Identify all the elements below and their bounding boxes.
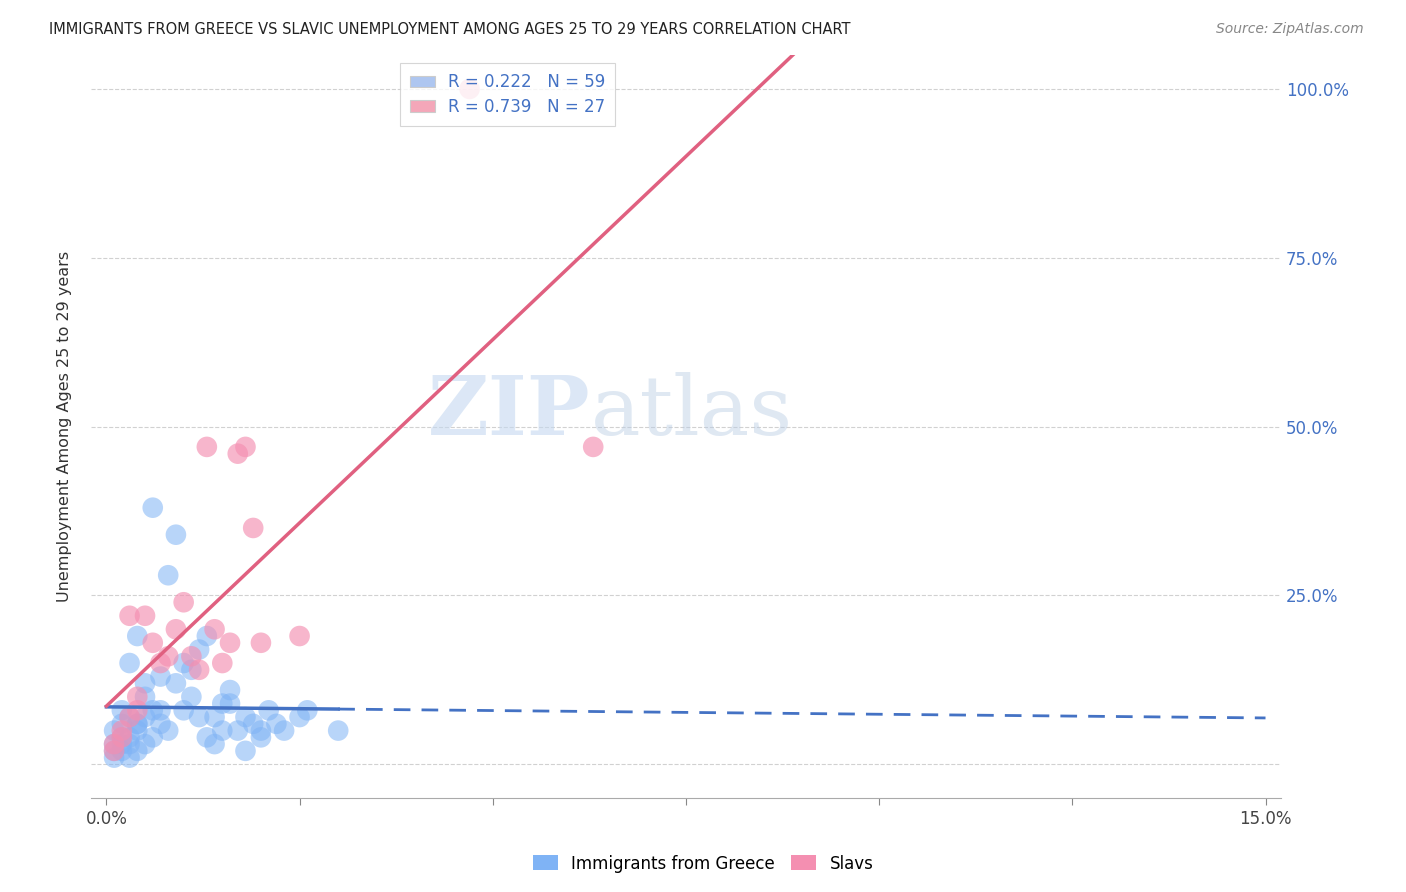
- Point: [103, 723, 125, 738]
- Text: IMMIGRANTS FROM GREECE VS SLAVIC UNEMPLOYMENT AMONG AGES 25 TO 29 YEARS CORRELAT: IMMIGRANTS FROM GREECE VS SLAVIC UNEMPLO…: [49, 22, 851, 37]
- Point: [142, 636, 165, 650]
- Point: [173, 703, 195, 717]
- Point: [111, 731, 134, 745]
- Point: [288, 629, 311, 643]
- Point: [273, 723, 295, 738]
- Point: [118, 737, 141, 751]
- Point: [188, 710, 211, 724]
- Point: [195, 440, 218, 454]
- Point: [157, 723, 180, 738]
- Point: [103, 737, 125, 751]
- Point: [242, 716, 264, 731]
- Point: [173, 656, 195, 670]
- Point: [157, 568, 180, 582]
- Text: ZIP: ZIP: [427, 372, 591, 451]
- Legend: R = 0.222   N = 59, R = 0.739   N = 27: R = 0.222 N = 59, R = 0.739 N = 27: [399, 63, 616, 126]
- Point: [195, 629, 218, 643]
- Point: [149, 656, 172, 670]
- Y-axis label: Unemployment Among Ages 25 to 29 years: Unemployment Among Ages 25 to 29 years: [58, 251, 72, 602]
- Text: Source: ZipAtlas.com: Source: ZipAtlas.com: [1216, 22, 1364, 37]
- Point: [195, 731, 218, 745]
- Point: [180, 663, 202, 677]
- Point: [111, 731, 134, 745]
- Point: [149, 703, 172, 717]
- Point: [127, 690, 149, 704]
- Point: [118, 750, 141, 764]
- Point: [127, 703, 149, 717]
- Point: [111, 737, 134, 751]
- Point: [257, 703, 280, 717]
- Point: [180, 690, 202, 704]
- Point: [134, 676, 156, 690]
- Point: [235, 710, 257, 724]
- Point: [235, 440, 257, 454]
- Point: [134, 690, 156, 704]
- Point: [242, 521, 264, 535]
- Point: [118, 731, 141, 745]
- Text: atlas: atlas: [591, 372, 793, 451]
- Point: [134, 710, 156, 724]
- Point: [458, 82, 481, 96]
- Point: [157, 649, 180, 664]
- Point: [103, 737, 125, 751]
- Point: [226, 447, 249, 461]
- Point: [204, 622, 226, 636]
- Legend: Immigrants from Greece, Slavs: Immigrants from Greece, Slavs: [526, 848, 880, 880]
- Point: [127, 716, 149, 731]
- Point: [211, 656, 233, 670]
- Point: [219, 636, 242, 650]
- Point: [134, 608, 156, 623]
- Point: [297, 703, 319, 717]
- Point: [127, 629, 149, 643]
- Point: [235, 744, 257, 758]
- Point: [165, 622, 187, 636]
- Point: [250, 636, 273, 650]
- Point: [111, 744, 134, 758]
- Point: [582, 440, 605, 454]
- Point: [103, 744, 125, 758]
- Point: [165, 676, 187, 690]
- Point: [188, 642, 211, 657]
- Point: [204, 710, 226, 724]
- Point: [211, 723, 233, 738]
- Point: [211, 697, 233, 711]
- Point: [219, 697, 242, 711]
- Point: [226, 723, 249, 738]
- Point: [328, 723, 350, 738]
- Point: [127, 716, 149, 731]
- Point: [266, 716, 288, 731]
- Point: [127, 723, 149, 738]
- Point: [111, 723, 134, 738]
- Point: [142, 500, 165, 515]
- Point: [118, 608, 141, 623]
- Point: [142, 703, 165, 717]
- Point: [250, 723, 273, 738]
- Point: [127, 744, 149, 758]
- Point: [118, 656, 141, 670]
- Point: [103, 744, 125, 758]
- Point: [188, 663, 211, 677]
- Point: [149, 716, 172, 731]
- Point: [250, 731, 273, 745]
- Point: [118, 710, 141, 724]
- Point: [111, 703, 134, 717]
- Point: [173, 595, 195, 609]
- Point: [180, 649, 202, 664]
- Point: [118, 710, 141, 724]
- Point: [111, 716, 134, 731]
- Point: [204, 737, 226, 751]
- Point: [142, 731, 165, 745]
- Point: [288, 710, 311, 724]
- Point: [103, 750, 125, 764]
- Point: [219, 683, 242, 698]
- Point: [165, 527, 187, 541]
- Point: [134, 737, 156, 751]
- Point: [149, 669, 172, 683]
